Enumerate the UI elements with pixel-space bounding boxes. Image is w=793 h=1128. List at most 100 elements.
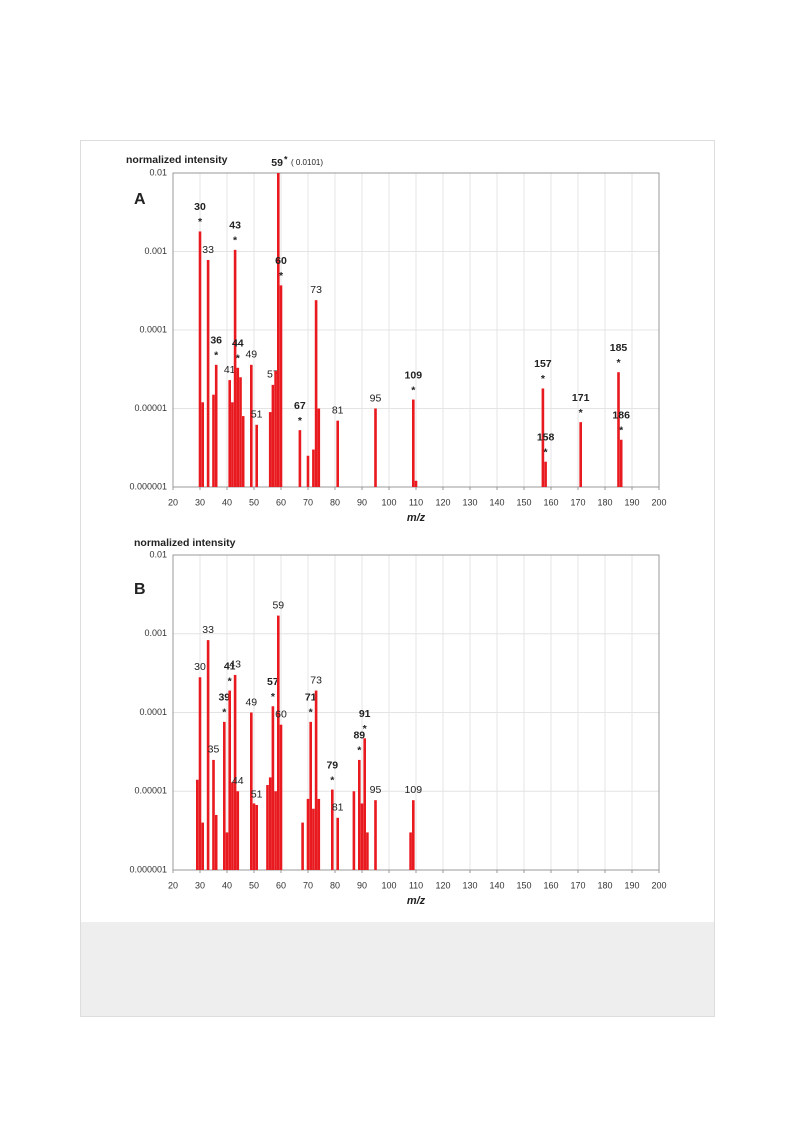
bar: [255, 424, 258, 487]
bar: [412, 800, 415, 870]
x-tick-label: 170: [570, 880, 585, 890]
x-tick-label: 200: [651, 880, 666, 890]
bar: [279, 285, 283, 487]
peak-star: *: [271, 691, 276, 703]
bar: [317, 408, 321, 487]
bar: [228, 690, 231, 870]
x-tick-label: 60: [276, 880, 286, 890]
peak-label: 158: [537, 431, 555, 443]
peak-label: 95: [370, 784, 382, 796]
bar: [266, 785, 269, 870]
plot-border: [172, 554, 660, 871]
peak-label: 43: [229, 220, 241, 232]
peak-label: 57: [267, 676, 279, 688]
peak-star: *: [330, 774, 335, 786]
bar: [236, 367, 240, 487]
x-tick-label: 140: [489, 880, 504, 890]
peak-star: *: [309, 707, 314, 719]
x-tick-label: 160: [543, 880, 558, 890]
peak-label: 71: [305, 692, 317, 704]
peak-label: 44: [232, 338, 244, 350]
bar: [250, 712, 253, 870]
x-tick-label: 100: [381, 880, 396, 890]
bar: [544, 461, 547, 487]
bar: [374, 408, 377, 487]
x-tick-label: 80: [330, 880, 340, 890]
caption-area: [81, 922, 714, 1016]
bar: [312, 808, 315, 870]
peak-label: 30: [194, 201, 206, 213]
peak-label: 51: [251, 409, 263, 421]
bar: [306, 455, 310, 487]
y-tick-label: 0.000001: [129, 864, 167, 874]
bar: [412, 399, 415, 487]
peak-label: 49: [245, 696, 257, 708]
bar: [201, 822, 204, 870]
peak-star: *: [214, 350, 219, 362]
bar: [198, 231, 202, 487]
peak-star: *: [298, 415, 303, 427]
bar: [277, 615, 280, 870]
x-tick-label: 160: [543, 497, 558, 507]
bar: [206, 259, 210, 487]
bar: [239, 377, 242, 487]
bar: [352, 791, 356, 870]
peak-label: 41: [224, 364, 236, 376]
bar: [206, 640, 210, 870]
bar: [198, 677, 202, 870]
x-tick-label: 110: [409, 497, 423, 507]
peak-label: 185: [610, 342, 628, 354]
x-tick-label: 90: [357, 497, 367, 507]
peak-label: 81: [332, 404, 344, 416]
x-tick-label: 30: [195, 880, 205, 890]
peak-star: *: [411, 384, 416, 396]
x-tick-label: 170: [570, 497, 585, 507]
x-axis-title: m/z: [407, 512, 426, 524]
y-tick-label: 0.00001: [134, 786, 167, 796]
peak-label: 89: [353, 730, 365, 742]
bar: [233, 674, 237, 870]
peak-label: 59: [272, 599, 284, 611]
bar: [268, 777, 272, 870]
bar: [314, 300, 318, 487]
bar: [268, 412, 272, 487]
peak-note: ( 0.0101): [291, 158, 323, 167]
bar: [214, 814, 218, 870]
peak-label: 95: [370, 392, 382, 404]
peak-label: 67: [294, 400, 306, 412]
panel-letter: B: [134, 581, 146, 598]
peak-label: 59: [271, 157, 283, 169]
y-tick-label: 0.0001: [139, 707, 167, 717]
bar: [331, 789, 334, 870]
peak-star: *: [541, 373, 546, 385]
x-tick-label: 120: [435, 880, 450, 890]
bar: [619, 439, 623, 487]
bar: [579, 422, 582, 487]
bar: [363, 738, 366, 870]
bar: [214, 364, 218, 487]
bar: [236, 791, 240, 870]
bar: [279, 724, 283, 870]
peak-label: 39: [218, 692, 230, 704]
peak-star: *: [619, 425, 624, 437]
peak-label: 35: [208, 744, 220, 756]
bar: [250, 364, 253, 487]
y-tick-label: 0.001: [144, 246, 167, 256]
bar: [271, 384, 275, 487]
peak-star: *: [279, 270, 284, 282]
peak-label: 91: [359, 708, 371, 720]
x-tick-label: 180: [597, 880, 612, 890]
bar: [317, 798, 321, 870]
peak-label: 51: [251, 789, 263, 801]
x-tick-label: 40: [222, 880, 232, 890]
peak-label: 79: [326, 759, 338, 771]
peak-label: 73: [310, 284, 322, 296]
x-tick-label: 50: [249, 880, 259, 890]
x-tick-label: 120: [435, 497, 450, 507]
x-tick-label: 140: [489, 497, 504, 507]
bar: [360, 803, 364, 870]
peak-star: *: [616, 357, 621, 369]
bar: [233, 249, 237, 487]
bar: [252, 803, 256, 870]
x-tick-label: 130: [462, 497, 477, 507]
